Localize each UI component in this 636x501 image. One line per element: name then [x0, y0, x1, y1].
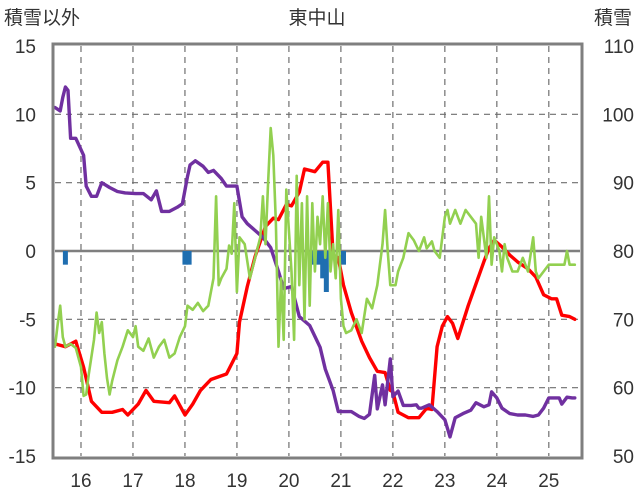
series-lines [53, 85, 577, 439]
y-axis-left-label: 積雪以外 [4, 7, 80, 29]
y-tick-label-left: -10 [9, 379, 36, 400]
y-tick-label-right: 100 [602, 105, 634, 126]
precip-bar [182, 251, 188, 265]
x-tick-label: 24 [486, 471, 508, 492]
precip-bar [309, 251, 315, 265]
y-tick-label-right: 60 [613, 379, 634, 400]
precip-bar [62, 251, 68, 265]
precip-bar [320, 251, 326, 279]
y-tick-label-right: 90 [613, 174, 634, 195]
x-tick-label: 20 [278, 471, 299, 492]
y-tick-label-right: 70 [613, 310, 634, 331]
tick-labels: 16 17 18 19 20 21 22 23 24 25151050-5-10-15110100… [9, 37, 634, 492]
chart-title: 東中山 [288, 7, 345, 29]
precip-bar [323, 251, 329, 292]
series-line-2 [53, 126, 577, 398]
precip-bar [316, 251, 322, 265]
x-tick-label: 18 [174, 471, 195, 492]
precip-bar [186, 251, 192, 265]
series-line-1 [53, 85, 577, 439]
x-tick-label: 16 [70, 471, 91, 492]
x-tick-label: 17 [122, 471, 143, 492]
y-tick-label-left: -5 [19, 310, 36, 331]
x-tick-label: 21 [330, 471, 351, 492]
x-tick-label: 23 [434, 471, 455, 492]
series-bars [62, 251, 346, 292]
x-tick-label: 19 [226, 471, 247, 492]
x-tick-label: 22 [382, 471, 403, 492]
plot-frame [51, 42, 584, 460]
y-axis-right-label: 積雪 [594, 7, 632, 29]
y-tick-label-right: 110 [604, 37, 634, 58]
x-tick-label: 25 [538, 471, 559, 492]
y-tick-label-right: 50 [613, 447, 634, 468]
y-tick-label-left: 0 [25, 242, 36, 263]
y-tick-label-right: 80 [613, 242, 634, 263]
y-tick-label-left: 15 [15, 37, 36, 58]
y-tick-label-left: 10 [15, 105, 36, 126]
precip-bar [340, 251, 346, 265]
y-tick-label-left: -15 [9, 447, 36, 468]
y-tick-label-left: 5 [25, 174, 36, 195]
